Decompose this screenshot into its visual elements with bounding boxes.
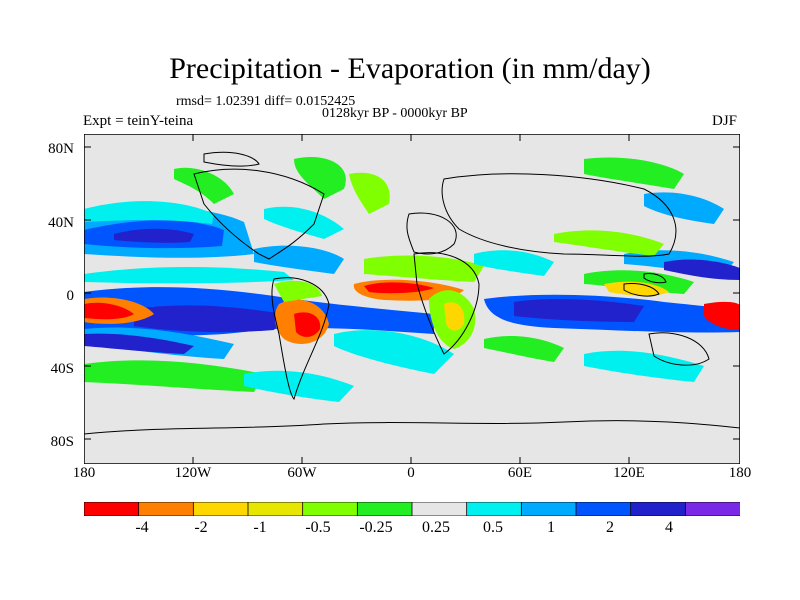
stats-text: rmsd= 1.02391 diff= 0.0152425 — [176, 94, 356, 109]
colorbar-swatch — [520, 502, 577, 516]
colorbar-label: -4 — [135, 519, 149, 536]
lat-label-80n: 80N — [48, 141, 74, 157]
colorbar — [84, 502, 740, 516]
colorbar-swatch — [356, 502, 413, 516]
lat-label-0: 0 — [66, 288, 75, 304]
colorbar-swatch — [630, 502, 687, 516]
period-text: 0128kyr BP - 0000kyr BP — [322, 106, 468, 121]
colorbar-swatch — [138, 502, 195, 516]
experiment-label: Expt = teinY-teina — [83, 113, 194, 129]
lon-label-180w: 180 — [72, 465, 96, 481]
lat-label-40n: 40N — [48, 215, 74, 231]
lat-label-40s: 40S — [50, 361, 74, 377]
precip-field — [84, 157, 740, 402]
season-label: DJF — [712, 113, 738, 129]
colorbar-swatch — [84, 502, 140, 516]
map-plot — [84, 134, 740, 464]
plot-title: Precipitation - Evaporation (in mm/day) — [169, 52, 651, 85]
colorbar-swatch — [575, 502, 632, 516]
colorbar-label: 0.25 — [422, 519, 450, 536]
colorbar-label: 0.5 — [483, 519, 503, 536]
colorbar-swatch — [466, 502, 523, 516]
colorbar-swatch — [684, 502, 740, 516]
map-ticks — [84, 134, 740, 464]
colorbar-label: -0.5 — [305, 519, 331, 536]
lon-label-180e: 180 — [728, 465, 752, 481]
lon-label-120w: 120W — [174, 465, 212, 481]
lon-label-0: 0 — [407, 465, 415, 481]
colorbar-swatch — [411, 502, 468, 516]
colorbar-label: 1 — [547, 519, 555, 536]
lon-label-60e: 60E — [507, 465, 533, 481]
colorbar-swatch — [247, 502, 304, 516]
lon-label-120e: 120E — [613, 465, 645, 481]
colorbar-swatch — [302, 502, 359, 516]
colorbar-label: 4 — [665, 519, 673, 536]
coastlines — [84, 151, 740, 435]
lon-label-60w: 60W — [287, 465, 317, 481]
colorbar-label: -0.25 — [359, 519, 393, 536]
colorbar-swatch — [192, 502, 249, 516]
colorbar-label: 2 — [606, 519, 614, 536]
colorbar-label: -1 — [253, 519, 267, 536]
lat-label-80s: 80S — [50, 434, 74, 450]
colorbar-label: -2 — [194, 519, 208, 536]
